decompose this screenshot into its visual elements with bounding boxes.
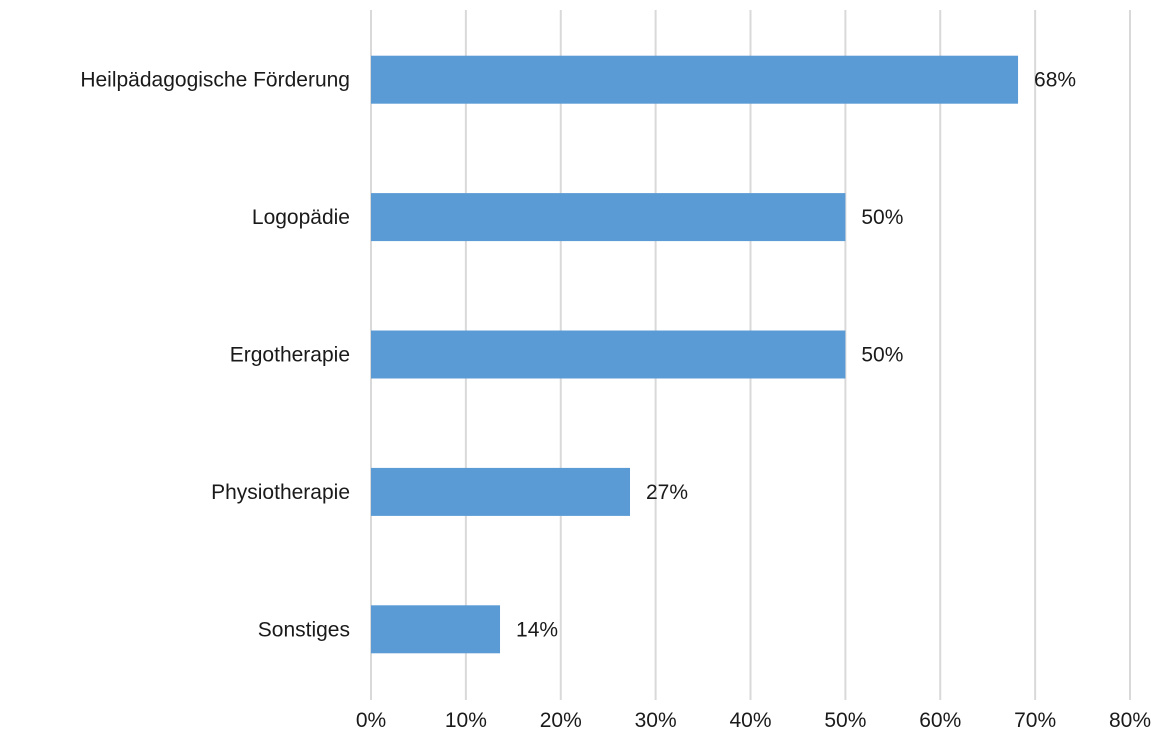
category-label: Sonstiges xyxy=(258,618,350,641)
data-label: 50% xyxy=(861,344,903,367)
data-label: 27% xyxy=(646,481,688,504)
x-tick-label: 10% xyxy=(445,709,487,732)
bar xyxy=(371,330,846,379)
category-label: Heilpädagogische Förderung xyxy=(80,69,350,92)
x-tick-label: 60% xyxy=(919,709,961,732)
data-label: 68% xyxy=(1034,69,1076,92)
category-label: Logopädie xyxy=(252,206,350,229)
data-label: 14% xyxy=(516,618,558,641)
bar xyxy=(371,193,846,242)
x-tick-label: 70% xyxy=(1014,709,1056,732)
x-tick-label: 0% xyxy=(356,709,386,732)
x-tick-label: 50% xyxy=(824,709,866,732)
category-label: Ergotherapie xyxy=(230,344,350,367)
bar xyxy=(371,55,1019,104)
bar xyxy=(371,467,631,516)
x-tick-label: 80% xyxy=(1109,709,1151,732)
bars xyxy=(371,55,1019,654)
x-tick-label: 40% xyxy=(729,709,771,732)
x-tick-label: 20% xyxy=(540,709,582,732)
labels: 0% 10% 20% 30% 40% 50% 60% 70% 80% Heilpädagogisc… xyxy=(80,69,1151,732)
category-label: Physiotherapie xyxy=(211,481,350,504)
x-tick-label: 30% xyxy=(635,709,677,732)
bar xyxy=(371,605,501,654)
data-label: 50% xyxy=(861,206,903,229)
